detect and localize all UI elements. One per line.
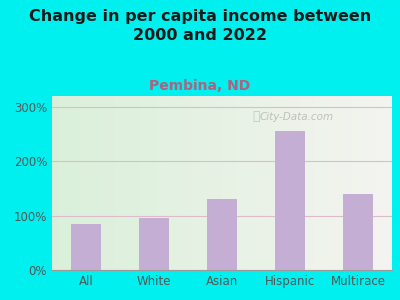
Text: City-Data.com: City-Data.com <box>260 112 334 122</box>
Bar <box>139 218 169 270</box>
Bar <box>71 224 101 270</box>
Text: Change in per capita income between
2000 and 2022: Change in per capita income between 2000… <box>29 9 371 43</box>
Text: ⓘ: ⓘ <box>252 110 260 123</box>
Bar <box>207 199 237 270</box>
Bar <box>275 131 305 270</box>
Text: Pembina, ND: Pembina, ND <box>149 80 251 94</box>
Bar <box>343 194 373 270</box>
